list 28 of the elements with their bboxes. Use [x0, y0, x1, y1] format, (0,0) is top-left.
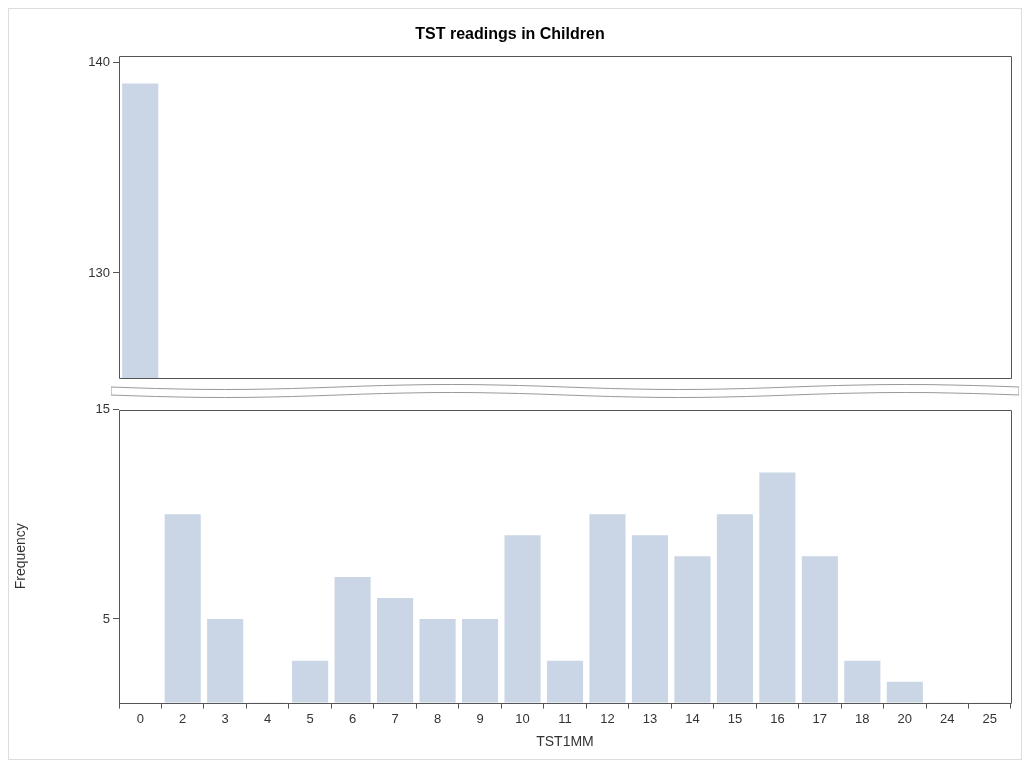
- y-tick-label: 140: [88, 54, 110, 70]
- x-tick-label: 5: [306, 710, 314, 726]
- y-tick-label: 130: [88, 264, 110, 280]
- x-tick-label: 6: [349, 710, 357, 726]
- x-tick-label: 12: [600, 710, 615, 726]
- x-tick-label: 13: [642, 710, 658, 726]
- x-tick-label: 18: [855, 710, 870, 726]
- x-tick-label: 25: [982, 710, 997, 726]
- x-tick-label: 10: [515, 710, 530, 726]
- x-tick-label: 14: [685, 710, 700, 726]
- x-tick-label: 0: [136, 710, 144, 726]
- x-tick-label: 20: [897, 710, 913, 726]
- x-tick-label: 17: [812, 710, 828, 726]
- x-tick-label: 4: [264, 710, 272, 726]
- y-tick-label: 15: [95, 401, 110, 417]
- chart-title: TST readings in Children: [415, 25, 605, 43]
- x-axis-title: TST1MM: [536, 733, 594, 750]
- x-tick-label: 15: [727, 710, 743, 726]
- x-tick-label: 24: [940, 710, 955, 726]
- x-tick-label: 3: [221, 710, 229, 726]
- x-tick-label: 7: [391, 710, 399, 726]
- x-tick-label: 2: [179, 710, 187, 726]
- x-tick-label: 16: [770, 710, 785, 726]
- y-axis-title: Frequency: [12, 523, 29, 590]
- x-tick-label: 9: [476, 710, 484, 726]
- x-tick-label: 11: [558, 710, 572, 726]
- x-tick-label: 8: [433, 710, 442, 726]
- y-tick-label: 5: [102, 610, 110, 626]
